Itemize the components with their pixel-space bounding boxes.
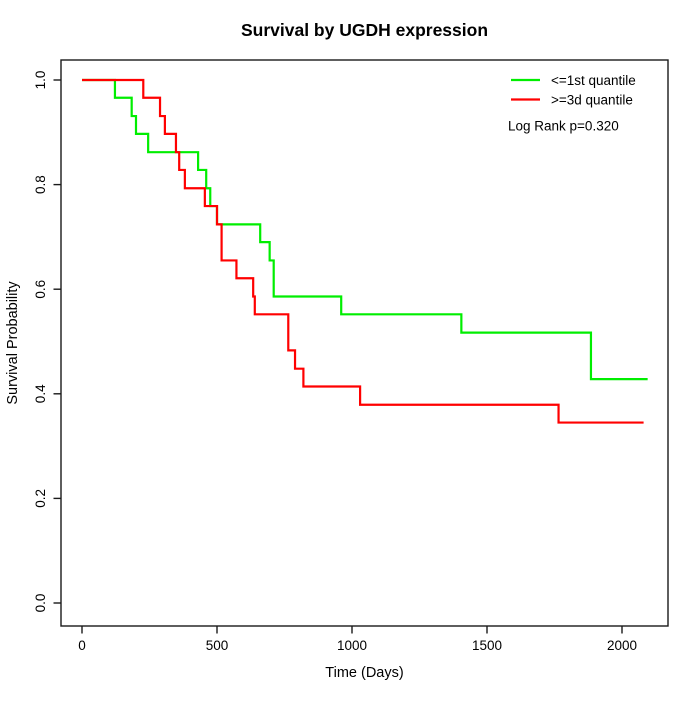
log-rank-annotation: Log Rank p=0.320 [508, 119, 619, 134]
curve-high-expression [82, 78, 644, 424]
x-tick-label: 0 [78, 638, 86, 653]
legend: <=1st quantile >=3d quantile Log Rank p=… [508, 73, 636, 134]
chart-title: Survival by UGDH expression [241, 20, 488, 40]
x-axis-ticks: 0 500 1000 1500 2000 [78, 626, 637, 653]
y-tick-label: 0.2 [33, 489, 48, 508]
x-axis-title: Time (Days) [325, 665, 403, 681]
x-tick-label: 2000 [607, 638, 637, 653]
plot-box [60, 59, 669, 627]
x-tick-label: 1000 [337, 638, 367, 653]
y-axis-ticks: 0.0 0.2 0.4 0.6 0.8 1.0 [33, 71, 61, 613]
y-axis-title: Survival Probability [5, 281, 21, 405]
y-tick-label: 0.8 [33, 175, 48, 194]
y-tick-label: 0.0 [33, 594, 48, 613]
x-tick-label: 500 [206, 638, 229, 653]
y-tick-label: 0.4 [33, 384, 48, 403]
y-tick-label: 1.0 [33, 71, 48, 90]
y-tick-label: 0.6 [33, 280, 48, 299]
legend-label-low: <=1st quantile [551, 73, 636, 88]
x-tick-label: 1500 [472, 638, 502, 653]
legend-label-high: >=3d quantile [551, 93, 633, 108]
survival-curves [82, 78, 648, 424]
